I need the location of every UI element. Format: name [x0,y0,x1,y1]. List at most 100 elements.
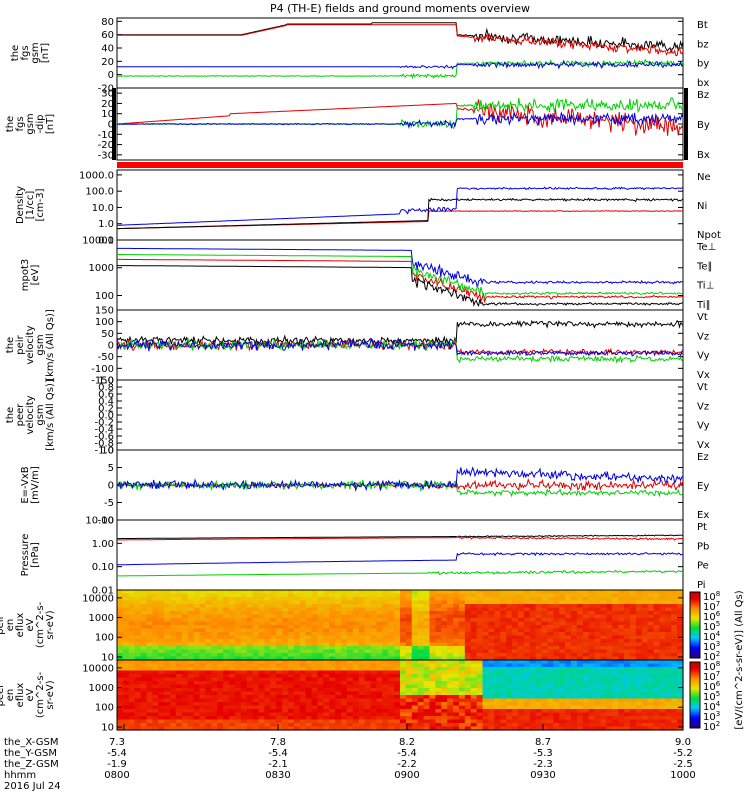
heatmap-cell [677,702,684,707]
heatmap-cell [458,698,466,703]
heatmap-cell [647,632,655,637]
heatmap-cell [659,604,666,609]
heatmap-cell [559,712,566,717]
colorbar-cell [690,682,700,685]
heatmap-cell [523,698,531,703]
heatmap-cell [565,597,572,602]
heatmap-cell [553,688,560,693]
heatmap-cell [529,614,537,619]
heatmap-cell [299,597,307,602]
heatmap-cell [405,614,413,619]
series-line-Pt [117,534,684,540]
heatmap-cell [152,597,159,602]
heatmap-cell [482,702,490,707]
x-tick-label: 7.8 [270,737,286,748]
heatmap-cell [677,667,684,672]
heatmap-cell [152,649,159,654]
heatmap-cell [170,698,177,703]
heatmap-cell [170,642,177,647]
heatmap-cell [624,653,631,658]
heatmap-cell [205,653,212,658]
heatmap-cell [164,597,171,602]
heatmap-cell [588,639,596,644]
heatmap-cell [282,709,289,714]
heatmap-cell [287,712,295,717]
heatmap-cell [164,642,171,647]
heatmap-cell [476,614,484,619]
heatmap-cell [500,590,507,595]
heatmap-cell [175,702,183,707]
heatmap-cell [158,621,165,626]
heatmap-cell [635,642,643,647]
heatmap-cell [641,684,649,689]
heatmap-cell [470,663,478,668]
heatmap-cell [193,691,201,696]
heatmap-cell [523,705,531,710]
heatmap-cell [164,702,171,707]
heatmap-cell [122,709,130,714]
heatmap-cell [128,607,136,612]
heatmap-cell [128,716,136,721]
heatmap-cell [641,607,649,612]
heatmap-cell [641,698,649,703]
legend-entry: Pi [697,580,706,591]
colorbar-cell [690,702,700,705]
heatmap-cell [411,691,419,696]
heatmap-cell [146,681,153,686]
heatmap-cell [170,716,177,721]
heatmap-cell [523,593,531,598]
heatmap-cell [458,604,466,609]
heatmap-cell [152,639,159,644]
heatmap-cell [647,681,655,686]
heatmap-cell [352,712,360,717]
heatmap-cell [447,593,454,598]
colorbar-cell [690,668,700,671]
heatmap-cell [175,719,183,724]
heatmap-cell [199,656,207,661]
heatmap-cell [405,674,413,679]
heatmap-cell [624,667,631,672]
heatmap-cell [570,621,578,626]
heatmap-cell [612,607,619,612]
heatmap-cell [606,705,613,710]
heatmap-cell [364,639,372,644]
heatmap-cell [175,625,183,630]
heatmap-cell [335,628,342,633]
heatmap-cell [482,656,490,661]
heatmap-cell [435,607,442,612]
heatmap-cell [229,663,236,668]
heatmap-cell [400,691,407,696]
heatmap-cell [641,635,649,640]
heatmap-cell [565,628,572,633]
y-tick-label: 0.1 [98,235,114,246]
heatmap-cell [417,614,425,619]
heatmap-cell [258,695,265,700]
heatmap-cell [647,618,655,623]
heatmap-cell [588,597,596,602]
heatmap-cell [506,667,513,672]
heatmap-cell [541,702,548,707]
heatmap-cell [329,695,336,700]
heatmap-cell [541,695,548,700]
heatmap-cell [199,611,207,616]
heatmap-cell [382,677,389,682]
heatmap-cell [234,632,242,637]
heatmap-cell [665,600,672,605]
heatmap-cell [394,688,401,693]
heatmap-cell [240,621,248,626]
heatmap-cell [382,611,389,616]
y-tick-label: 0.2 [98,404,114,415]
heatmap-cell [264,660,271,665]
heatmap-cell [647,635,655,640]
heatmap-cell [506,597,513,602]
heatmap-cell [352,635,360,640]
legend-entry: by [697,59,709,70]
heatmap-cell [382,663,389,668]
heatmap-cell [117,726,124,731]
heatmap-cell [600,674,607,679]
heatmap-cell [223,663,230,668]
heatmap-cell [358,653,366,658]
heatmap-cell [547,639,554,644]
heatmap-cell [223,688,230,693]
heatmap-cell [299,705,307,710]
